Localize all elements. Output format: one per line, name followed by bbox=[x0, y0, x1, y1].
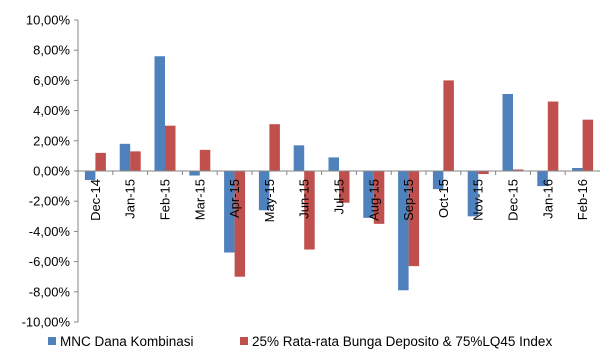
legend-label-series-2: 25% Rata-rata Bunga Deposito & 75%LQ45 I… bbox=[252, 334, 552, 349]
bar-series-2-jul-15 bbox=[339, 171, 350, 203]
bars bbox=[84, 56, 594, 291]
x-tick-label: Oct-15 bbox=[436, 179, 451, 218]
bar-series-1-dec-15 bbox=[502, 93, 513, 171]
y-tick-label: 8,00% bbox=[33, 43, 70, 58]
bar-series-1-jul-15 bbox=[328, 157, 339, 171]
bar-series-1-nov-15 bbox=[467, 171, 479, 217]
x-tick-label: Mar-15 bbox=[192, 179, 207, 220]
y-tick-label: -8,00% bbox=[29, 284, 71, 299]
x-tick-label: Dec-15 bbox=[506, 179, 521, 221]
bar-series-2-aug-15 bbox=[373, 171, 385, 224]
x-tick-label: Dec-14 bbox=[88, 179, 103, 221]
y-axis: 10,00% 8,00% 6,00% 4,00% 2,00% 0,00% -2,00% -4,… bbox=[22, 13, 79, 330]
bar-series-1-jun-15 bbox=[293, 145, 305, 171]
x-tick-label: Nov-15 bbox=[471, 179, 486, 221]
legend-swatch-series-1 bbox=[48, 337, 56, 345]
x-tick-label: Feb-15 bbox=[158, 179, 173, 220]
bar-series-2-may-15 bbox=[269, 124, 280, 171]
y-tick-label: -2,00% bbox=[29, 194, 71, 209]
bar-series-2-feb-16 bbox=[582, 119, 594, 171]
bar-series-2-nov-15 bbox=[478, 171, 489, 175]
bar-series-2-jan-16 bbox=[547, 101, 559, 171]
x-tick-label: Sep-15 bbox=[401, 179, 416, 221]
bar-series-2-dec-14 bbox=[95, 152, 106, 171]
y-tick-label: 6,00% bbox=[33, 73, 70, 88]
bar-series-1-feb-15 bbox=[154, 56, 165, 171]
bar-series-1-apr-15 bbox=[224, 171, 235, 253]
x-tick-label: Jan-16 bbox=[540, 179, 555, 219]
bar-series-1-oct-15 bbox=[432, 171, 444, 190]
y-tick-label: 4,00% bbox=[33, 103, 70, 118]
x-tick-label: Jun-15 bbox=[297, 179, 312, 219]
bar-series-2-dec-15 bbox=[513, 169, 524, 171]
x-tick-label: Jul-15 bbox=[332, 179, 347, 214]
bar-series-2-jan-15 bbox=[130, 151, 141, 171]
x-tick-label: May-15 bbox=[262, 179, 277, 222]
y-tick-label: -10,00% bbox=[22, 315, 71, 330]
bar-series-1-jan-16 bbox=[537, 171, 548, 187]
bar-series-1-aug-15 bbox=[363, 171, 374, 218]
x-tick-label: Feb-16 bbox=[575, 179, 590, 220]
bar-series-1-jan-15 bbox=[119, 143, 131, 171]
y-tick-label: 0,00% bbox=[33, 164, 70, 179]
bar-series-1-feb-16 bbox=[572, 167, 583, 171]
bar-series-2-apr-15 bbox=[234, 171, 246, 277]
x-tick-label: Apr-15 bbox=[227, 179, 242, 218]
y-tick-label: -4,00% bbox=[29, 224, 71, 239]
legend-label-series-1: MNC Dana Kombinasi bbox=[60, 334, 194, 349]
x-axis: Dec-14 Jan-15 Feb-15 Mar-15 Apr-15 May-15 Jun-… bbox=[77, 170, 600, 222]
legend-swatch-series-2 bbox=[240, 337, 248, 345]
bar-series-2-feb-15 bbox=[165, 125, 176, 171]
y-tick-label: 2,00% bbox=[33, 133, 70, 148]
bar-series-2-sep-15 bbox=[408, 171, 420, 267]
bar-series-2-jun-15 bbox=[304, 171, 315, 250]
y-tick-label: 10,00% bbox=[26, 13, 71, 28]
x-tick-label: Aug-15 bbox=[366, 179, 381, 221]
bar-series-1-sep-15 bbox=[398, 171, 409, 291]
bar-series-1-dec-14 bbox=[84, 171, 96, 181]
legend: MNC Dana Kombinasi 25% Rata-rata Bunga De… bbox=[48, 334, 552, 349]
bar-series-2-mar-15 bbox=[199, 149, 211, 171]
x-tick-label: Jan-15 bbox=[123, 179, 138, 219]
bar-series-1-mar-15 bbox=[189, 171, 200, 176]
bar-series-2-oct-15 bbox=[443, 80, 454, 171]
bar-series-1-may-15 bbox=[258, 171, 270, 211]
y-tick-label: -6,00% bbox=[29, 254, 71, 269]
